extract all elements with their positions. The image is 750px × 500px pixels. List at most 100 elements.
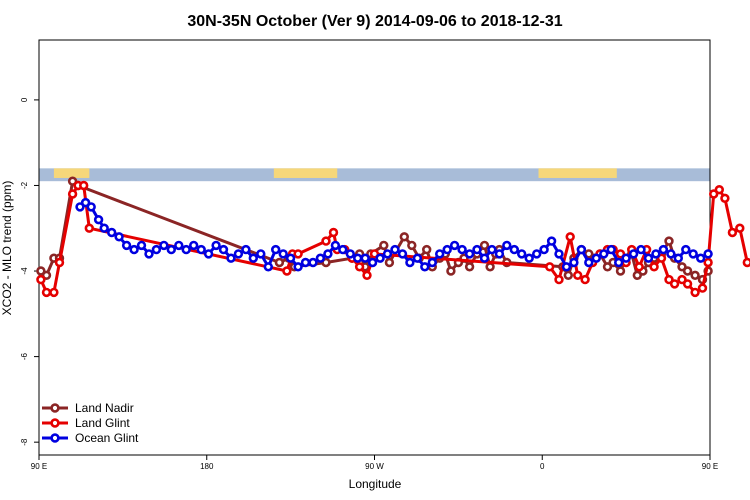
legend-swatch-marker [50, 418, 60, 428]
series-ocean-glint [75, 197, 713, 272]
series-point [472, 244, 482, 255]
series-point [382, 249, 393, 259]
series-point [412, 253, 423, 263]
series-point [651, 249, 661, 259]
series-point [422, 244, 432, 255]
series-point [682, 279, 693, 289]
series-land-glint [36, 180, 750, 298]
series-point [181, 244, 191, 255]
series-point [688, 249, 698, 259]
series-point [93, 215, 104, 225]
series-point [271, 244, 281, 255]
x-tick-label: 90 E [702, 462, 718, 471]
series-point [531, 249, 542, 259]
series-point [449, 240, 460, 251]
series-point [735, 223, 745, 233]
series-point [682, 266, 693, 276]
series-point [427, 257, 437, 268]
series-point [151, 244, 162, 255]
series-point [584, 257, 594, 268]
series-point [323, 249, 333, 259]
series-point [328, 227, 339, 238]
series-point [114, 232, 124, 242]
series-point [554, 274, 564, 285]
series-point [67, 189, 78, 199]
series-point [315, 253, 326, 263]
series-point [338, 244, 348, 255]
series-point [362, 270, 372, 280]
series-point [569, 257, 579, 268]
series-point [293, 249, 303, 259]
x-axis: 90 E 180 90 W 0 90 E [31, 455, 718, 471]
series-point [621, 253, 631, 263]
series-point [189, 240, 199, 251]
series-point [405, 257, 415, 268]
y-tick-label: -2 [20, 181, 29, 189]
series-point [516, 249, 527, 259]
series-point [572, 270, 583, 280]
land-ocean-strip [39, 168, 710, 182]
series-point [742, 257, 750, 268]
series-point [502, 240, 512, 251]
series-point [580, 274, 590, 285]
series-point [494, 249, 505, 259]
series-point [544, 262, 555, 272]
series-point [561, 262, 572, 272]
series-point [54, 257, 65, 268]
series-point [285, 253, 296, 263]
x-tick-label: 0 [540, 462, 545, 471]
legend-item: Land Glint [42, 416, 130, 430]
series-point [241, 244, 251, 255]
series-point [99, 223, 109, 233]
series-point [634, 262, 644, 272]
series-point [690, 287, 700, 298]
series-point [41, 287, 52, 298]
series-point [565, 232, 575, 242]
series-point [479, 240, 490, 251]
series-point [86, 202, 96, 212]
series-point [435, 249, 445, 259]
series-point [563, 270, 573, 280]
series-point [727, 227, 738, 238]
series-point [446, 266, 456, 276]
series-point [367, 257, 378, 268]
series-point [144, 249, 154, 259]
series-point [233, 249, 244, 259]
series-point [174, 240, 184, 251]
series-point [643, 253, 654, 263]
series-point [485, 262, 495, 272]
series-point [274, 257, 285, 268]
series-point [697, 283, 708, 293]
series-point [203, 249, 214, 259]
series-point [576, 244, 587, 255]
series-point [591, 253, 601, 263]
land-strip-span [273, 168, 338, 178]
series-point [420, 262, 430, 272]
series-point [78, 180, 89, 191]
series-point [256, 249, 266, 259]
series-point [390, 244, 400, 255]
series-point [720, 193, 730, 204]
y-tick-label: -4 [20, 267, 29, 275]
series-point [714, 185, 724, 195]
y-axis: 0 -2 -4 -6 -8 [20, 97, 39, 446]
series-point [690, 270, 700, 280]
x-tick-label: 90 W [365, 462, 384, 471]
series-point [613, 257, 624, 268]
series-layer [36, 176, 750, 298]
series-point [353, 253, 363, 263]
series-point [278, 249, 288, 259]
series-point [457, 244, 467, 255]
series-point [308, 257, 318, 268]
series-point [546, 236, 557, 246]
series-point [345, 249, 355, 259]
y-axis-label: XCO2 - MLO trend (ppm) [0, 181, 14, 316]
series-point [479, 253, 490, 263]
series-point [330, 240, 341, 251]
series-point [282, 266, 292, 276]
series-point [666, 249, 676, 259]
series-point [166, 244, 177, 255]
legend-item: Ocean Glint [42, 431, 139, 445]
series-point [703, 249, 713, 259]
series-point [49, 287, 59, 298]
